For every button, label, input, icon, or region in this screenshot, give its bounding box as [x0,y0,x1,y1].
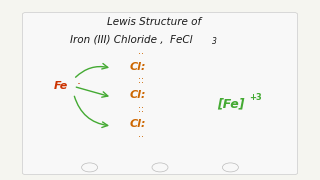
Text: ··: ·· [138,103,144,113]
Text: [Fe]: [Fe] [217,98,244,111]
Text: Cl:: Cl: [129,62,146,72]
Text: ·: · [76,78,80,91]
Text: Fe: Fe [54,81,68,91]
Text: Cl:: Cl: [129,119,146,129]
Text: Lewis Structure of: Lewis Structure of [107,17,201,27]
FancyBboxPatch shape [22,13,298,175]
Text: ··: ·· [138,49,144,59]
Text: Iron (III) Chloride ,  FeCl: Iron (III) Chloride , FeCl [70,35,192,45]
Text: +3: +3 [250,93,262,102]
Text: Cl:: Cl: [129,90,146,100]
Text: ··: ·· [138,132,144,142]
Text: 3: 3 [212,37,217,46]
Text: ··: ·· [138,74,144,84]
Text: ··: ·· [138,78,144,88]
Text: ··: ·· [138,107,144,117]
